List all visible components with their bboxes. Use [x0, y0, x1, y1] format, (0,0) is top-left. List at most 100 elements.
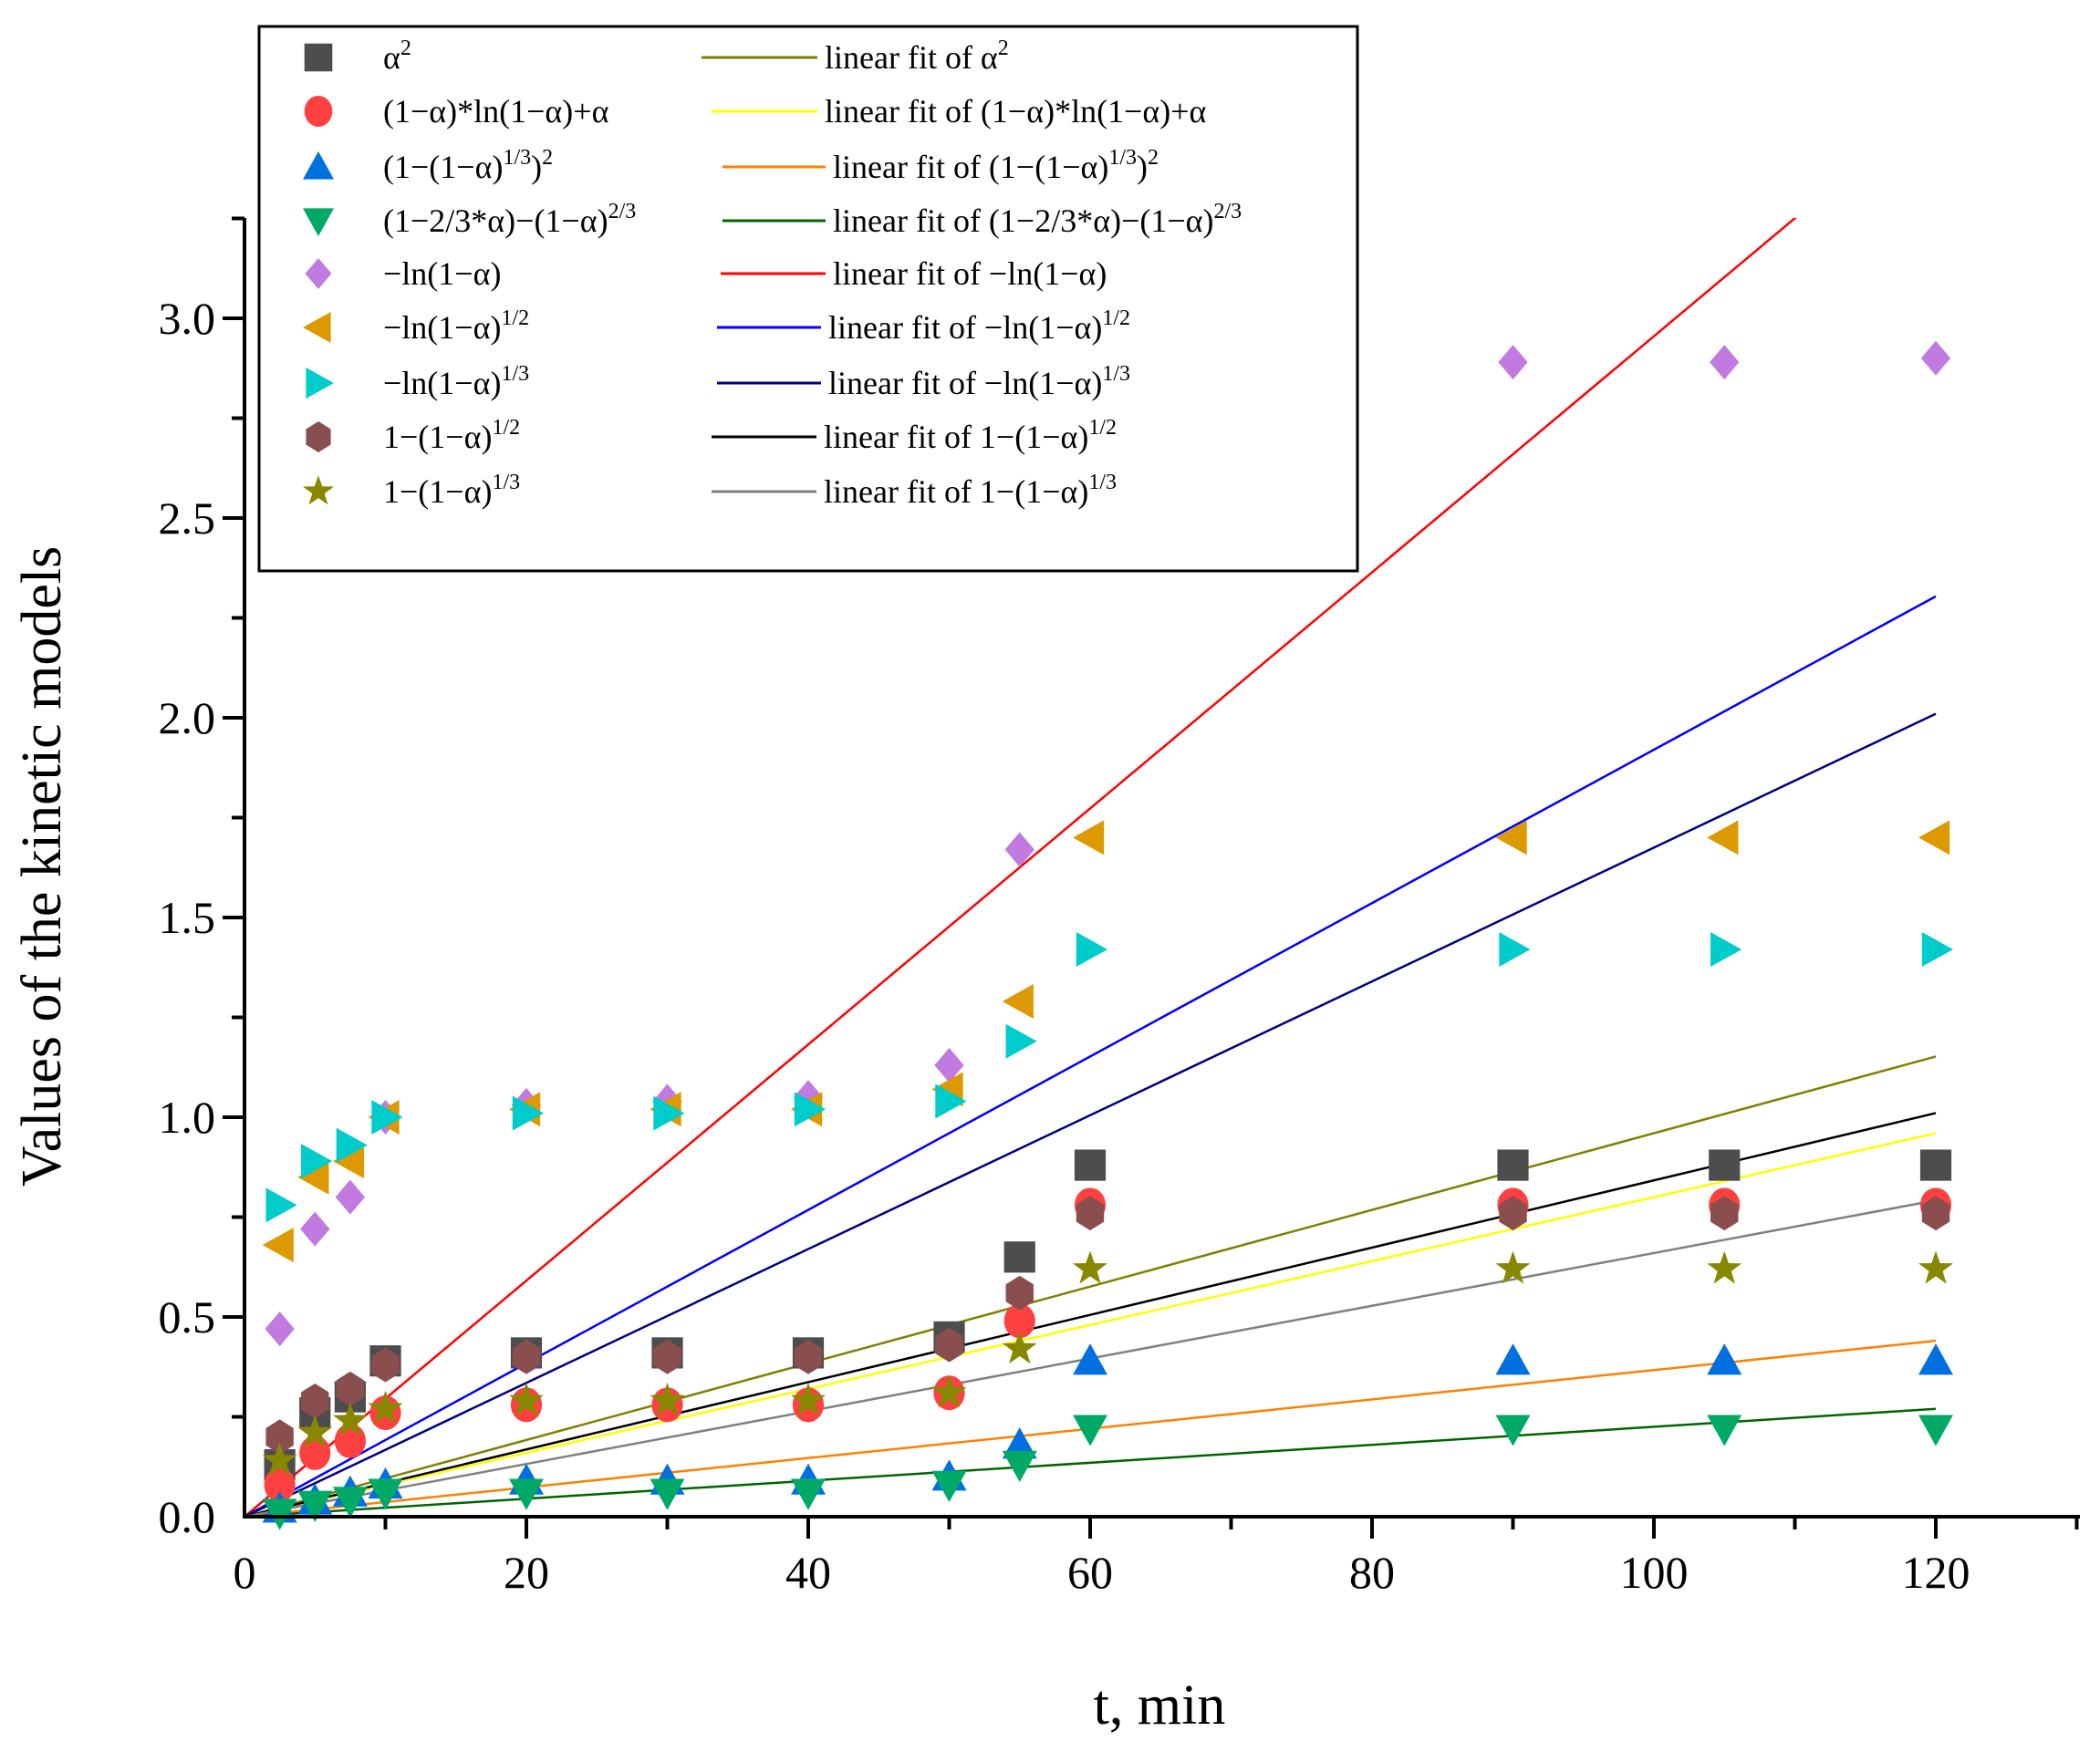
legend-marker-triangle-up [303, 151, 334, 180]
data-point-triangle-left [1495, 820, 1527, 855]
legend-fit-label: linear fit of α2​ [825, 36, 1009, 76]
legend-marker-hexagon [306, 421, 331, 452]
data-points [262, 340, 1953, 1530]
legend-series-label: 1−(1−α)1/2​ [383, 416, 520, 455]
axes: 0 20 40 60 80 100 120 0.0 0.5 1.0 1.5 2.0 2.5 3.0 [159, 216, 2080, 1598]
legend-series-label: −ln(1−α)1/3​ [383, 362, 529, 401]
data-point-hexagon [265, 1419, 294, 1455]
data-point-triangle-down [368, 1478, 403, 1510]
legend-fit-label: linear fit of 1−(1−α)1/3​ [824, 471, 1117, 510]
data-point-hexagon [301, 1383, 329, 1418]
data-point-triangle-down [791, 1478, 826, 1510]
superscript: 2 [1148, 146, 1159, 170]
data-point-triangle-right [1076, 932, 1107, 968]
data-point-hexagon [1499, 1196, 1527, 1231]
legend-fit-label: linear fit of (1−(1−α)1/3​)2​ [833, 146, 1159, 185]
data-point-hexagon [653, 1339, 681, 1374]
legend-marker-triangle-left [303, 312, 331, 343]
data-point-star [1002, 1331, 1037, 1364]
data-point-triangle-right [265, 1187, 297, 1223]
y-tick-label: 2.0 [159, 692, 216, 743]
data-point-triangle-up [1073, 1343, 1107, 1375]
legend-marker-square [304, 43, 333, 72]
fit-line [244, 595, 1937, 1517]
data-point-triangle-up [1002, 1427, 1037, 1459]
superscript: 2 [542, 146, 553, 170]
data-point-star [1707, 1250, 1742, 1284]
label-text: linear fit of −ln(1−α) [833, 255, 1107, 292]
superscript: 1/3 [1088, 471, 1117, 494]
fit-line [244, 218, 1797, 1517]
data-point-diamond [934, 1048, 964, 1083]
y-tick-label: 0.0 [159, 1491, 216, 1542]
label-text: −ln(1−α) [383, 309, 501, 346]
data-point-triangle-right [371, 1100, 403, 1135]
label-text: (1−α)*ln(1−α)+α [383, 93, 609, 130]
legend-entry: −ln(1−α)1/3​ linear fit of −ln(1−α)1/3​ [306, 362, 1130, 401]
data-point-triangle-right [301, 1144, 333, 1179]
data-point-triangle-down [332, 1487, 368, 1519]
data-point-star [1918, 1250, 1953, 1284]
data-point-triangle-down [297, 1490, 333, 1522]
legend-series-label: (1−2/3*α)−(1−α)2/3​ [383, 200, 636, 239]
data-point-triangle-down [509, 1478, 544, 1510]
data-point-diamond [1498, 345, 1528, 380]
legend-entry: α2​ linear fit of α2​ [304, 36, 1009, 76]
data-point-triangle-right [935, 1083, 967, 1119]
legend-fit-label: linear fit of (1−α)*ln(1−α)+α [825, 93, 1207, 130]
data-point-triangle-down [1073, 1415, 1107, 1446]
data-point-diamond [300, 1211, 330, 1247]
data-point-triangle-right [794, 1092, 826, 1127]
label-text: 1−(1−α) [383, 419, 492, 455]
x-tick-label: 20 [504, 1547, 549, 1598]
legend-fit-label: linear fit of −ln(1−α)1/2​ [828, 306, 1130, 346]
data-point-star [1495, 1250, 1531, 1284]
data-point-square [1003, 1241, 1035, 1273]
legend-marker-star [303, 475, 334, 505]
data-point-triangle-up [1707, 1343, 1742, 1375]
legend-entry: 1−(1−α)1/2​ linear fit of 1−(1−α)1/2​ [306, 416, 1117, 455]
fit-line [244, 1055, 1937, 1517]
data-point-star [1073, 1250, 1107, 1284]
data-point-triangle-right [1921, 932, 1953, 968]
data-point-hexagon [1005, 1275, 1034, 1311]
label-text: −ln(1−α) [383, 365, 501, 401]
legend-box [257, 25, 1359, 573]
data-point-star [650, 1383, 685, 1416]
label-text: (1−(1−α) [383, 149, 503, 185]
superscript: 1/3 [501, 362, 529, 386]
data-point-hexagon [794, 1339, 823, 1374]
fit-line [244, 1112, 1937, 1517]
legend-series-label: (1−α)*ln(1−α)+α [383, 93, 609, 130]
x-tick-label: 60 [1067, 1547, 1113, 1598]
data-point-triangle-left [1707, 820, 1739, 855]
y-tick-label: 2.5 [159, 492, 216, 544]
label-text: linear fit of 1−(1−α) [824, 419, 1088, 455]
superscript: 1/3 [1102, 362, 1130, 386]
y-tick-label: 1.5 [159, 892, 216, 943]
legend-entry: (1−α)*ln(1−α)+α linear fit of (1−α)*ln(1−… [304, 93, 1207, 130]
y-tick-label: 1.0 [159, 1092, 216, 1143]
data-point-circle [1003, 1303, 1035, 1339]
y-axis-label: Values of the kinetic models [11, 546, 73, 1187]
label-text: α [383, 39, 400, 76]
label-text: linear fit of 1−(1−α) [824, 473, 1088, 510]
legend-fit-label: linear fit of 1−(1−α)1/2​ [824, 416, 1117, 455]
data-point-triangle-left [332, 1144, 365, 1179]
data-point-hexagon [336, 1371, 365, 1406]
legend-marker-diamond [305, 258, 332, 289]
data-point-hexagon [371, 1347, 400, 1383]
data-point-triangle-up [1918, 1343, 1953, 1375]
data-point-hexagon [1076, 1196, 1105, 1231]
legend-series-label: α2​ [383, 36, 411, 76]
data-point-square [1919, 1149, 1952, 1181]
legend-entry: −ln(1−α) linear fit of −ln(1−α) [305, 255, 1107, 292]
label-text: linear fit of (1−2/3*α)−(1−α) [833, 202, 1214, 239]
label-text: −ln(1−α) [383, 255, 501, 292]
data-point-circle [264, 1467, 296, 1502]
label-text: linear fit of (1−(1−α) [833, 149, 1108, 185]
data-point-star [262, 1442, 297, 1476]
legend-entry: −ln(1−α)1/2​ linear fit of −ln(1−α)1/2​ [303, 306, 1130, 346]
label-text: linear fit of −ln(1−α) [828, 365, 1102, 401]
label-text: linear fit of −ln(1−α) [828, 309, 1102, 346]
